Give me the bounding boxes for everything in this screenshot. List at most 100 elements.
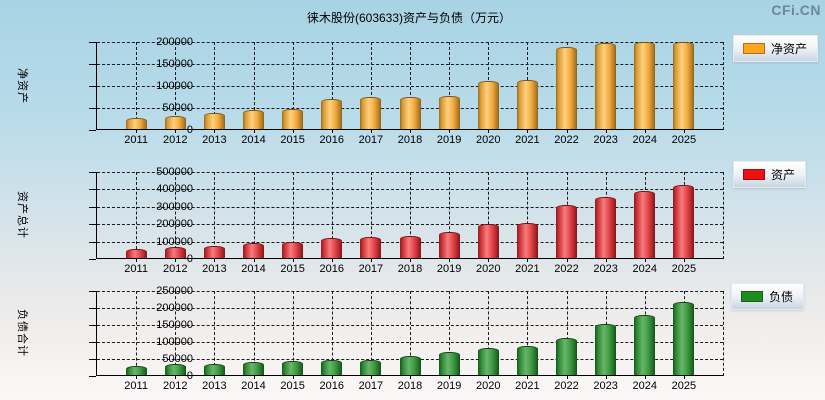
y-tick-mark (89, 291, 96, 292)
x-gridline (449, 42, 451, 130)
x-tick-mark (214, 259, 216, 262)
liabilities-legend-swatch (741, 291, 763, 302)
x-gridline (253, 42, 255, 130)
bar-2013 (203, 364, 225, 375)
y-tick-label: 400000 (156, 183, 193, 196)
bar-2022 (556, 205, 577, 258)
x-tick-label: 2012 (163, 380, 188, 392)
x-tick-label: 2021 (515, 263, 540, 275)
y-tick-mark (89, 308, 96, 309)
x-gridline (292, 172, 294, 259)
y-tick-label: 0 (186, 253, 193, 265)
x-tick-mark (292, 259, 294, 262)
x-tick-mark (605, 130, 607, 133)
net-assets-legend-swatch (743, 43, 765, 54)
x-tick-label: 2024 (632, 134, 657, 146)
x-tick-label: 2020 (476, 380, 501, 392)
x-gridline (214, 291, 216, 376)
bar-2024 (634, 42, 656, 129)
x-tick-mark (449, 376, 451, 379)
bar-2019 (438, 96, 460, 129)
y-tick-mark (89, 359, 96, 360)
net-assets-axis-title: 净资产 (16, 67, 28, 104)
bar-2017 (360, 97, 382, 129)
x-tick-mark (566, 130, 568, 133)
bar-2023 (595, 43, 617, 129)
bar-2017 (360, 237, 382, 258)
bar-2018 (399, 356, 421, 375)
x-tick-mark (527, 376, 529, 379)
bar-2021 (516, 346, 538, 375)
x-tick-label: 2023 (593, 263, 618, 275)
bar-2025 (673, 42, 695, 129)
x-gridline (370, 172, 372, 259)
x-tick-label: 2017 (358, 263, 384, 275)
x-tick-mark (644, 376, 646, 379)
y-tick-mark (89, 130, 96, 131)
x-tick-label: 2023 (593, 380, 618, 392)
y-tick-mark (89, 259, 96, 260)
x-tick-label: 2018 (397, 263, 423, 275)
bar-2014 (243, 110, 264, 129)
x-tick-label: 2019 (436, 380, 462, 392)
x-tick-label: 2015 (280, 263, 305, 275)
x-tick-mark (331, 376, 333, 379)
x-tick-mark (136, 376, 138, 379)
x-tick-mark (331, 259, 333, 262)
bar-2012 (164, 247, 186, 258)
x-tick-label: 2017 (358, 134, 384, 146)
x-tick-mark (410, 130, 411, 133)
assets-legend: 资产 (733, 161, 807, 188)
net-assets-chart: 净资产 2011 2012 2013 2014 2015 2016 2017 2018 2019… (0, 37, 825, 146)
x-gridline (331, 291, 333, 376)
x-tick-mark (253, 130, 255, 133)
x-gridline (488, 172, 490, 259)
x-tick-mark (253, 259, 255, 262)
y-tick-label: 100000 (156, 80, 193, 92)
assets-legend-swatch (743, 169, 765, 180)
x-tick-label: 2017 (358, 380, 384, 392)
x-tick-label: 2015 (280, 380, 305, 392)
y-tick-mark (89, 325, 96, 326)
x-tick-label: 2014 (241, 380, 266, 392)
x-gridline (331, 42, 333, 130)
x-gridline (723, 172, 724, 259)
x-tick-label: 2011 (124, 263, 148, 275)
x-tick-label: 2016 (319, 380, 344, 392)
x-tick-mark (527, 259, 529, 262)
x-gridline (449, 291, 451, 376)
y-tick-label: 150000 (156, 319, 193, 331)
x-tick-label: 2015 (280, 134, 305, 146)
bar-2025 (673, 302, 695, 375)
x-tick-label: 2014 (241, 134, 266, 146)
bar-2013 (203, 113, 225, 129)
y-tick-mark (89, 42, 96, 43)
x-tick-mark (175, 130, 177, 133)
bar-2017 (360, 360, 382, 375)
y-tick-mark (89, 376, 96, 377)
bar-2014 (243, 243, 264, 258)
page-title: 徕木股份(603633)资产与负债（万元） (306, 11, 512, 25)
bar-2016 (321, 238, 343, 258)
y-tick-label: 50000 (162, 353, 193, 365)
bar-2011 (125, 249, 147, 258)
y-tick-mark (89, 241, 96, 243)
bar-2024 (634, 315, 656, 375)
bar-2013 (203, 246, 225, 258)
x-tick-mark (370, 259, 372, 262)
bar-2015 (282, 242, 304, 258)
x-tick-mark (683, 376, 685, 379)
x-tick-label: 2016 (319, 134, 344, 146)
x-gridline (253, 172, 255, 259)
x-tick-mark (292, 130, 294, 133)
x-tick-mark (370, 130, 372, 133)
bar-2014 (243, 362, 264, 375)
x-gridline (566, 291, 568, 376)
y-tick-label: 300000 (156, 200, 193, 213)
x-tick-mark (488, 376, 490, 379)
x-gridline (331, 172, 333, 259)
bar-2021 (516, 223, 538, 258)
x-gridline (292, 42, 294, 130)
x-tick-mark (410, 376, 411, 379)
